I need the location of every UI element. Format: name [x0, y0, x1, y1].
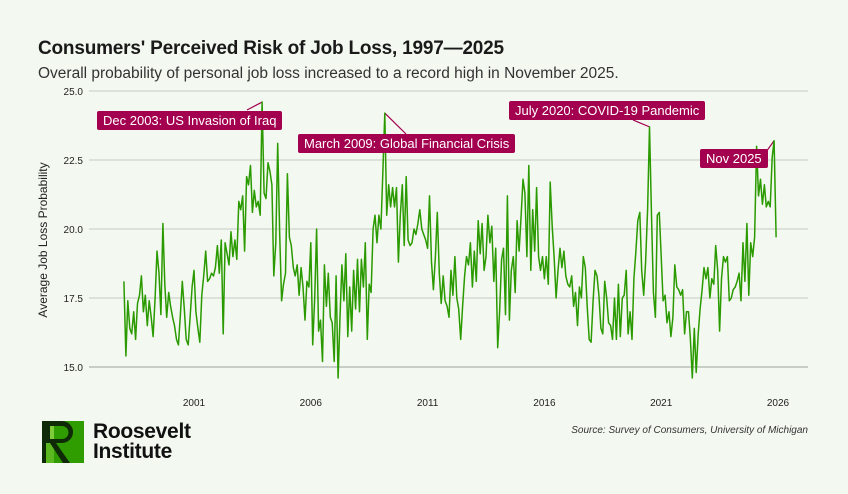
x-tick-label: 2016 — [533, 398, 556, 409]
x-tick-label: 2011 — [417, 398, 439, 409]
series-line — [123, 101, 777, 379]
annotation-iraq: Dec 2003: US Invasion of Iraq — [97, 111, 283, 130]
y-tick-label: 22.5 — [64, 156, 84, 167]
roosevelt-institute-logo: Roosevelt Institute — [42, 421, 191, 463]
chart-subtitle: Overall probability of personal job loss… — [38, 65, 619, 82]
logo-line-1: Roosevelt — [93, 420, 191, 443]
y-tick-label: 15.0 — [64, 363, 84, 374]
roosevelt-logo-icon — [42, 421, 84, 463]
y-tick-label: 20.0 — [64, 225, 84, 236]
annotation-covid: July 2020: COVID-19 Pandemic — [509, 101, 706, 120]
chart-title: Consumers' Perceived Risk of Job Loss, 1… — [38, 38, 504, 59]
annotation-leader-line — [632, 119, 650, 128]
source-note: Source: Survey of Consumers, University … — [571, 425, 808, 436]
y-tick-label: 17.5 — [64, 294, 84, 305]
x-tick-label: 2021 — [650, 398, 673, 409]
y-tick-label: 25.0 — [64, 87, 84, 98]
y-axis-label: Average Job Loss Probability — [36, 162, 50, 317]
annotation-financial-crisis: March 2009: Global Financial Crisis — [298, 134, 516, 153]
x-tick-label: 2006 — [300, 398, 323, 409]
annotation-leader-line — [384, 112, 407, 135]
annotation-nov-2025: Nov 2025 — [700, 149, 768, 168]
annotation-leader-line — [246, 101, 263, 111]
x-tick-label: 2001 — [183, 398, 206, 409]
logo-line-2: Institute — [93, 440, 172, 463]
x-tick-label: 2026 — [767, 398, 790, 409]
